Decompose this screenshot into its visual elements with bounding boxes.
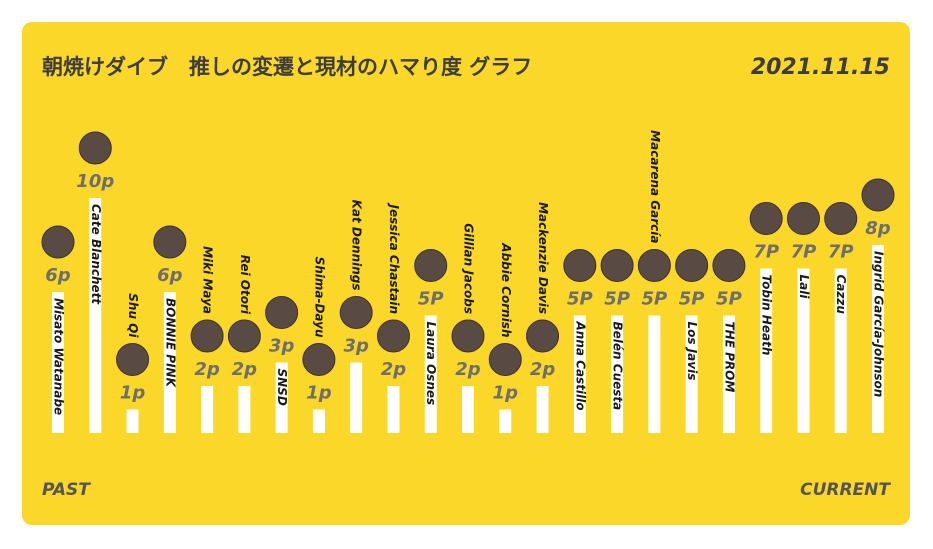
name-label: Lali (797, 275, 811, 300)
name-label: Miki Maya (201, 246, 215, 314)
value-label: 5P (716, 289, 742, 310)
value-label: 5P (679, 289, 705, 310)
chart-date: 2021.11.15 (751, 55, 890, 80)
avatar (861, 178, 895, 212)
value-label: 2p (455, 359, 481, 380)
avatar (563, 249, 597, 282)
bar (52, 292, 64, 433)
name-label: Misato Watanabe (52, 298, 66, 415)
avatar (526, 319, 560, 353)
value-label: 1p (306, 383, 332, 404)
avatar (824, 202, 858, 235)
value-label: 7P (791, 242, 817, 263)
bar (350, 362, 363, 433)
bar (387, 386, 400, 433)
avatar (78, 131, 112, 165)
avatar (488, 343, 522, 376)
name-label: Kat Dennings (350, 200, 364, 291)
avatar (600, 249, 634, 282)
bar (312, 409, 325, 433)
bar (611, 315, 624, 433)
bar (424, 315, 437, 433)
name-label: Tobin Heath (760, 275, 774, 356)
value-label: 6p (157, 265, 183, 286)
value-label: 7P (753, 242, 779, 263)
avatar (414, 249, 448, 282)
value-label: 2p (194, 359, 220, 380)
bar (685, 315, 698, 433)
name-label: Shima-Dayu (312, 257, 326, 338)
past-label: PAST (42, 480, 91, 500)
bar (760, 268, 773, 433)
bar (275, 362, 288, 433)
avatar (749, 202, 783, 235)
value-label: 2p (530, 359, 556, 380)
value-label: 2p (381, 359, 407, 380)
avatar (712, 249, 746, 282)
current-label: CURRENT (800, 480, 891, 500)
name-label: Macarena García (648, 130, 662, 243)
name-label: Ingrid García-Johnson (872, 251, 886, 397)
bar (872, 245, 884, 433)
avatar (786, 202, 820, 235)
bar (573, 315, 586, 433)
name-label: THE PROM (722, 322, 736, 393)
avatar (451, 319, 485, 353)
value-label: 5P (418, 289, 444, 310)
bar (499, 409, 512, 433)
avatar (339, 296, 373, 329)
value-label: 3p (269, 336, 295, 357)
avatar (190, 319, 224, 353)
value-label: 2p (232, 359, 258, 380)
bar (797, 268, 810, 433)
name-label: Gillian Jacobs (462, 223, 476, 314)
bar (238, 386, 251, 433)
chart-title: 朝焼けダイブ 推しの変遷と現材のハマり度 グラフ (42, 55, 532, 79)
value-label: 5P (642, 289, 668, 310)
name-label: Laura Osnes (424, 322, 438, 406)
name-label: Rei Otori (238, 255, 252, 315)
name-label: Cate Blanchett (89, 204, 103, 305)
bar (536, 386, 549, 433)
avatar (302, 343, 336, 376)
avatar (153, 225, 187, 259)
bar (126, 409, 139, 433)
avatar (116, 343, 150, 376)
bar (834, 268, 847, 433)
bar (201, 386, 214, 433)
value-label: 1p (493, 383, 519, 404)
name-label: Jessica Chastain (387, 203, 401, 314)
name-label: Abbie Cornish (499, 242, 513, 337)
bar (163, 292, 176, 433)
name-label: SNSD (275, 369, 289, 406)
value-label: 7P (828, 242, 854, 263)
value-label: 5P (604, 289, 630, 310)
avatar (265, 296, 299, 329)
bar (89, 198, 102, 433)
bar (462, 386, 474, 433)
avatar (376, 319, 410, 353)
name-label: Cazzu (834, 275, 848, 315)
value-label: 10p (76, 171, 114, 192)
avatar (41, 225, 75, 259)
name-label: BONNIE PINK (163, 298, 177, 389)
value-label: 3p (343, 336, 369, 357)
value-label: 1p (120, 383, 146, 404)
value-label: 5P (567, 289, 593, 310)
value-label: 8p (865, 218, 891, 239)
avatar (637, 249, 671, 282)
name-label: Los Javis (685, 322, 699, 381)
avatar (227, 319, 261, 353)
value-label: 6p (45, 265, 71, 286)
name-label: Belén Cuesta (611, 322, 625, 411)
name-label: Anna Castillo (573, 321, 587, 411)
name-label: Mackenzie Davis (536, 202, 550, 314)
bar (722, 315, 735, 433)
name-label: Shu Qi (126, 293, 140, 338)
avatar (675, 249, 709, 282)
bar (648, 315, 661, 433)
